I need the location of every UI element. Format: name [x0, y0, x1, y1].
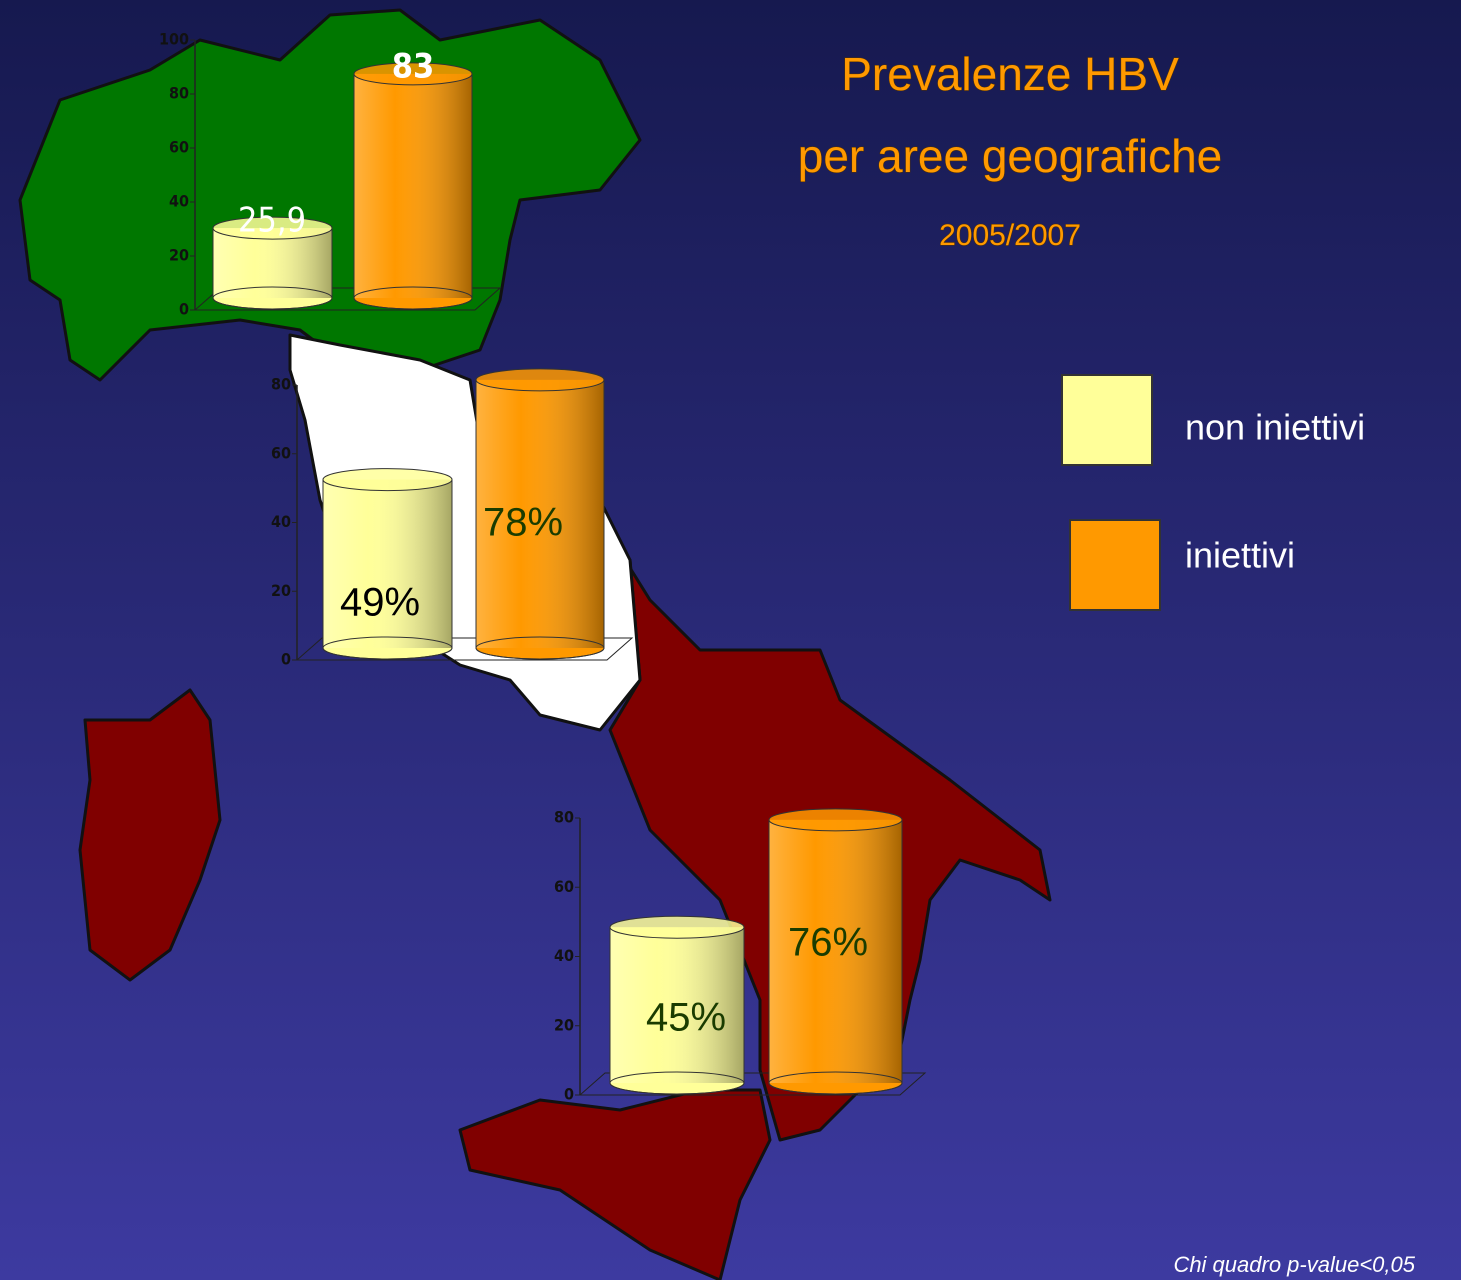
footnote: Chi quadro p-value<0,05	[1173, 1252, 1415, 1277]
title-line: Prevalenze HBV	[841, 48, 1179, 100]
value-label: 83	[392, 47, 435, 87]
subtitle: 2005/2007	[939, 219, 1081, 252]
bar-top	[212, 216, 333, 240]
map-sicily	[458, 1088, 772, 1280]
value-label: 25,9	[238, 201, 306, 241]
y-tick-label: 20	[271, 581, 291, 600]
bar-shade	[323, 479, 452, 648]
y-tick-label: 40	[554, 946, 574, 965]
chart: 0 20 40 60 80 49% 78%	[271, 368, 634, 669]
y-tick-label: 80	[271, 375, 291, 394]
legend-swatch	[1061, 374, 1153, 466]
value-label: 78%	[483, 501, 563, 545]
chart: 0 20 40 60 80 45% 76%	[554, 808, 927, 1104]
bar-top	[353, 62, 473, 86]
bar-shade	[354, 73, 472, 299]
map-sardinia	[78, 688, 222, 982]
y-tick-label: 0	[179, 300, 189, 319]
chart-floor	[295, 637, 634, 661]
y-tick-label: 80	[169, 84, 189, 103]
value-label: 45%	[646, 996, 726, 1040]
bar-top	[322, 468, 453, 492]
y-tick-label: 0	[564, 1085, 574, 1104]
bar-shade	[769, 819, 902, 1083]
bar-top	[475, 368, 605, 392]
bar-shade	[213, 228, 332, 298]
bar-top	[768, 808, 903, 832]
y-tick-label: 80	[554, 808, 574, 827]
chart-floor	[193, 287, 502, 311]
y-tick-label: 60	[271, 443, 291, 462]
title-line: per aree geografiche	[798, 130, 1223, 182]
y-tick-label: 40	[271, 512, 291, 531]
bar-shade	[610, 927, 744, 1083]
y-tick-label: 20	[554, 1015, 574, 1034]
chart: 0 20 40 60 80 100 25,9 83	[159, 30, 502, 319]
y-tick-label: 20	[169, 246, 189, 265]
bar-shade	[476, 379, 604, 648]
legend-label: non iniettivi	[1185, 407, 1365, 448]
value-label: 76%	[788, 921, 868, 965]
value-label: 49%	[340, 581, 420, 625]
y-tick-label: 60	[169, 138, 189, 157]
title: Prevalenze HBV per aree geografiche 2005…	[797, 48, 1223, 253]
y-tick-label: 0	[281, 650, 291, 669]
y-tick-label: 40	[169, 192, 189, 211]
legend-label: iniettivi	[1185, 535, 1295, 576]
bar-top	[609, 915, 745, 939]
chart-floor	[578, 1072, 927, 1096]
legend-swatch	[1069, 519, 1161, 611]
y-tick-label: 60	[554, 877, 574, 896]
y-tick-label: 100	[159, 30, 189, 49]
